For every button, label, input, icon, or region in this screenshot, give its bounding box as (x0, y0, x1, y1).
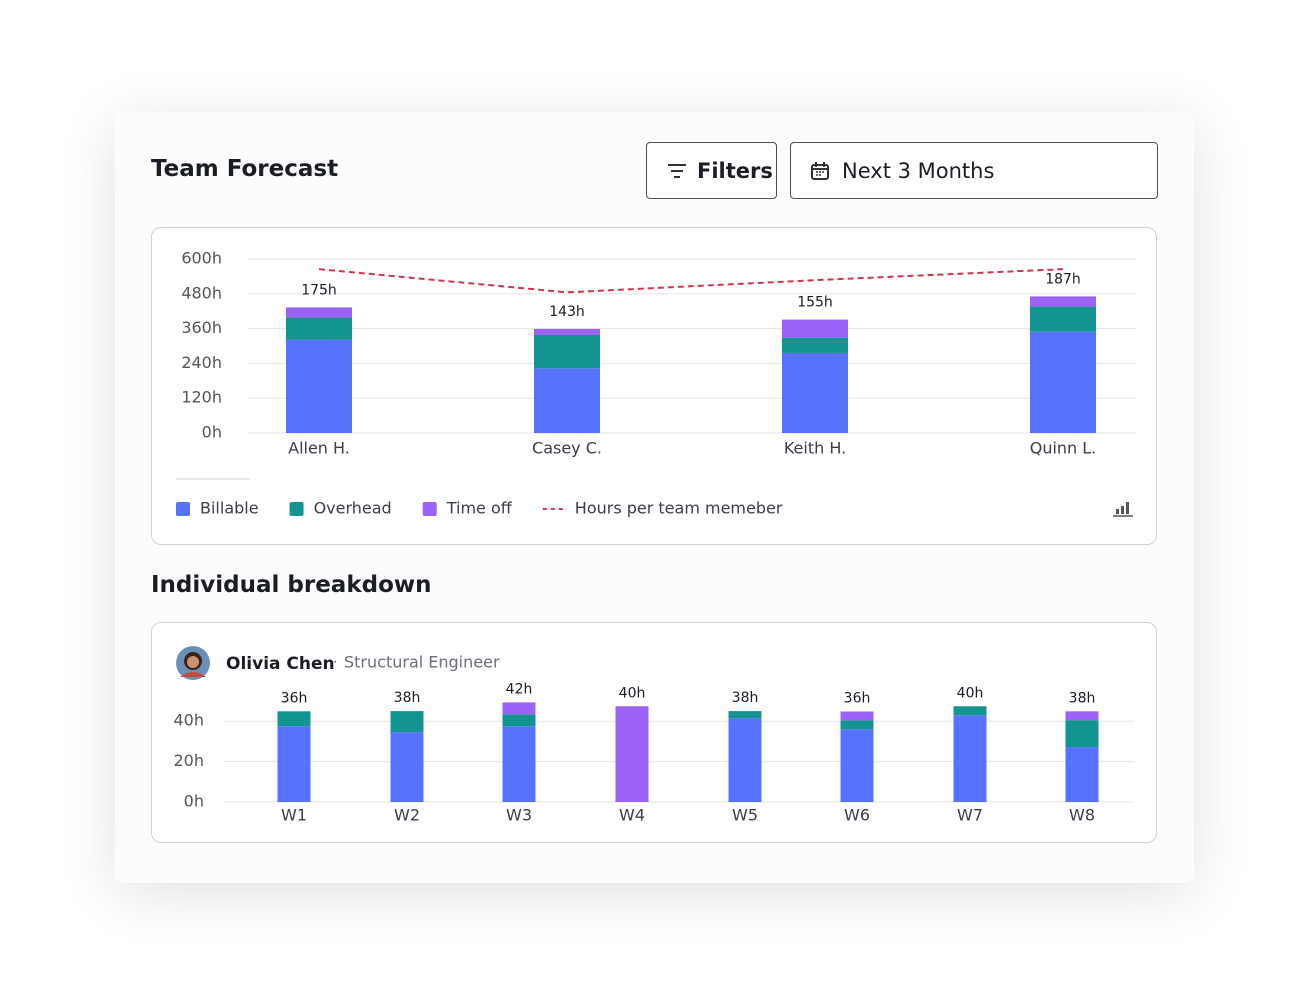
bar-segment (277, 726, 311, 802)
range-label: Next 3 Months (842, 158, 995, 183)
x-tick-label: W4 (619, 806, 645, 825)
bar-segment (728, 711, 762, 719)
title: Team Forecast (151, 156, 339, 182)
legend-label: Billable (200, 499, 259, 518)
bar-segment (1030, 331, 1096, 433)
range-button[interactable]: Next 3 Months (790, 142, 1158, 199)
bar-segment (840, 729, 874, 802)
y-tick-label: 600h (181, 249, 222, 268)
bar-total-label: 38h (732, 690, 759, 706)
x-tick-label: W5 (732, 806, 758, 825)
y-tick-label: 360h (181, 318, 222, 337)
bar-segment (840, 711, 874, 721)
calendar-icon (811, 161, 829, 180)
y-tick-label: 120h (181, 388, 222, 407)
section-title: Individual breakdown (151, 572, 432, 598)
bar-segment (502, 714, 536, 727)
filters-label: Filters (697, 158, 773, 183)
x-tick-label: W8 (1069, 806, 1095, 825)
trend-line (318, 268, 1064, 294)
bar-segment (286, 307, 352, 318)
bar-segment (1065, 711, 1099, 721)
bar-segment (782, 337, 848, 353)
legend-label: Hours per team memeber (575, 499, 783, 518)
breakdown-chart: Olivia Chen · Structural Engineer 0h 20h 4… (174, 646, 1134, 825)
bar-segment (277, 711, 311, 727)
bar-segment (534, 334, 600, 369)
y-tick-label: 480h (181, 283, 222, 302)
x-tick-label: W1 (281, 806, 307, 825)
bar-segment (286, 317, 352, 340)
legend-label: Time off (446, 499, 513, 518)
bar-segment (534, 368, 600, 433)
bar-segment (534, 328, 600, 335)
bar-total-label: 155h (797, 295, 833, 311)
forecast-panel: 0h 120h 240h 360h 480h 600h Allen H. 175h Casey … (151, 227, 1157, 545)
bar-segment (615, 706, 649, 802)
bar-segment (840, 720, 874, 730)
bar-total-label: 42h (506, 681, 533, 697)
bar-total-label: 40h (957, 685, 984, 701)
breakdown-panel: Olivia Chen · Structural Engineer 0h 20h 4… (151, 622, 1157, 843)
legend-swatch (289, 502, 304, 516)
legend-label: Overhead (314, 499, 392, 518)
bar-total-label: 36h (281, 690, 308, 706)
chart-icon (1113, 502, 1133, 517)
bar-segment (728, 718, 762, 802)
bar-segment (502, 702, 536, 715)
legend-swatch (176, 502, 190, 516)
bar-total-label: 38h (1069, 690, 1096, 706)
bar-total-label: 40h (619, 685, 646, 701)
y-tick-label: 20h (174, 751, 205, 770)
bar-total-label: 187h (1045, 271, 1081, 287)
x-tick-label: W2 (394, 806, 420, 825)
person-name: Olivia Chen (226, 654, 335, 674)
bar-segment (1030, 306, 1096, 332)
bar-segment (286, 339, 352, 433)
avatar (176, 646, 210, 680)
bar-total-label: 143h (549, 304, 585, 320)
legend-swatch (422, 502, 437, 516)
x-tick-label: Casey C. (532, 439, 602, 458)
bar-segment (953, 715, 987, 802)
x-tick-label: W6 (844, 806, 870, 825)
bar-segment (1065, 747, 1099, 802)
bar-segment (502, 726, 536, 802)
x-tick-label: W7 (957, 806, 983, 825)
bar-segment (390, 732, 424, 802)
y-tick-label: 0h (202, 423, 222, 442)
role: Structural Engineer (344, 653, 500, 672)
bar-segment (782, 319, 848, 338)
bar-segment (782, 352, 848, 433)
separator: · (333, 656, 337, 671)
bar-total-label: 38h (394, 690, 421, 706)
x-tick-label: Keith H. (784, 439, 846, 458)
x-tick-label: Quinn L. (1030, 439, 1097, 458)
y-tick-label: 40h (174, 711, 205, 730)
bar-segment (390, 711, 424, 733)
bar-segment (1030, 296, 1096, 307)
y-tick-label: 240h (181, 353, 222, 372)
y-tick-label: 0h (184, 792, 204, 811)
bar-segment (1065, 720, 1099, 748)
bar-total-label: 36h (844, 691, 871, 707)
x-tick-label: W3 (506, 806, 532, 825)
bar-total-label: 175h (301, 282, 337, 298)
forecast-chart: 0h 120h 240h 360h 480h 600h Allen H. 175h Casey … (176, 249, 1136, 518)
filters-button[interactable]: Filters (646, 142, 777, 199)
bar-segment (953, 706, 987, 716)
filter-icon (668, 163, 686, 178)
x-tick-label: Allen H. (288, 439, 350, 458)
